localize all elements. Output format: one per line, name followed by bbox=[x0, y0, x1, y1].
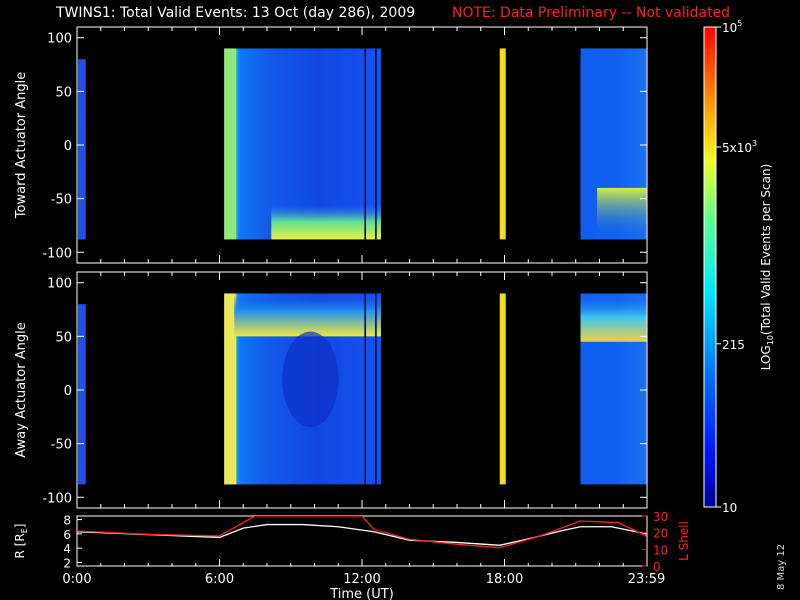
data-gap bbox=[375, 48, 377, 240]
data-block-depletion bbox=[282, 331, 339, 428]
data-block-flux bbox=[234, 293, 381, 337]
colorbar-gradient bbox=[703, 26, 717, 508]
radial-distance-line bbox=[77, 523, 647, 546]
edge-strip bbox=[78, 59, 86, 240]
data-block-late-flux bbox=[597, 187, 647, 240]
right-tick-label: 10 bbox=[653, 543, 668, 557]
colorbar-tick-label: 10 bbox=[722, 501, 737, 515]
colorbar-tick-label: 105 bbox=[722, 19, 742, 35]
left-tick-label: 2 bbox=[63, 556, 71, 570]
panel-middle: 100 50 0 -50 -100 Away Actuator Angle bbox=[14, 271, 648, 509]
edge-strip bbox=[78, 304, 86, 485]
right-axis-label: L Shell bbox=[677, 521, 691, 561]
y-axis-label: Toward Actuator Angle bbox=[14, 72, 29, 219]
x-tick-label: 6:00 bbox=[205, 572, 234, 587]
plot-frame bbox=[76, 515, 648, 567]
right-tick-label: 20 bbox=[653, 527, 668, 541]
x-tick-label: 23:59 bbox=[628, 572, 665, 587]
x-tick-label: 0:00 bbox=[62, 572, 91, 587]
left-tick-label: 8 bbox=[63, 514, 71, 528]
colorbar-label: LOG10(Total Valid Events per Scan) bbox=[759, 164, 775, 371]
y-tick-label: 0 bbox=[64, 384, 72, 399]
y-tick-label: -100 bbox=[42, 246, 72, 261]
chart-title: TWINS1: Total Valid Events: 13 Oct (day … bbox=[56, 5, 416, 21]
y-tick-label: 100 bbox=[47, 277, 72, 292]
y-axis-label: Away Actuator Angle bbox=[14, 322, 29, 457]
x-tick-label: 18:00 bbox=[486, 572, 523, 587]
left-axis-label: R [RE] bbox=[13, 524, 29, 559]
colorbar: 105 5x103 215 10 LOG10(Total Valid Events pe… bbox=[703, 19, 775, 515]
y-tick-label: 0 bbox=[64, 139, 72, 154]
right-tick-label: 0 bbox=[653, 560, 661, 574]
data-block-flux bbox=[271, 204, 381, 240]
colorbar-tick-label: 215 bbox=[722, 338, 745, 352]
left-tick-label: 4 bbox=[63, 542, 71, 556]
data-block-edge bbox=[224, 293, 237, 485]
right-tick-label: 30 bbox=[653, 510, 668, 524]
data-gap bbox=[364, 48, 367, 240]
colorbar-tick-label: 5x103 bbox=[722, 139, 757, 155]
y-tick-label: 100 bbox=[47, 32, 72, 47]
x-tick-label: 12:00 bbox=[343, 572, 380, 587]
panel-top: 100 50 0 -50 -100 Toward Actuator Angle bbox=[14, 26, 648, 264]
data-block-edge bbox=[224, 48, 237, 240]
y-tick-label: -50 bbox=[51, 438, 72, 453]
data-gap bbox=[364, 293, 367, 485]
y-tick-label: 50 bbox=[55, 85, 72, 100]
y-tick-label: -100 bbox=[42, 491, 72, 506]
y-tick-label: 50 bbox=[55, 330, 72, 345]
x-axis-label: Time (UT) bbox=[329, 587, 394, 600]
data-block-yellow bbox=[499, 48, 506, 240]
preliminary-note: NOTE: Data Preliminary -- Not validated bbox=[452, 5, 731, 21]
data-gap bbox=[375, 293, 377, 485]
data-block-late-flux bbox=[580, 293, 647, 342]
data-block-yellow bbox=[499, 293, 506, 485]
l-shell-line bbox=[77, 516, 647, 549]
left-tick-label: 6 bbox=[63, 528, 71, 542]
y-tick-label: -50 bbox=[51, 193, 72, 208]
